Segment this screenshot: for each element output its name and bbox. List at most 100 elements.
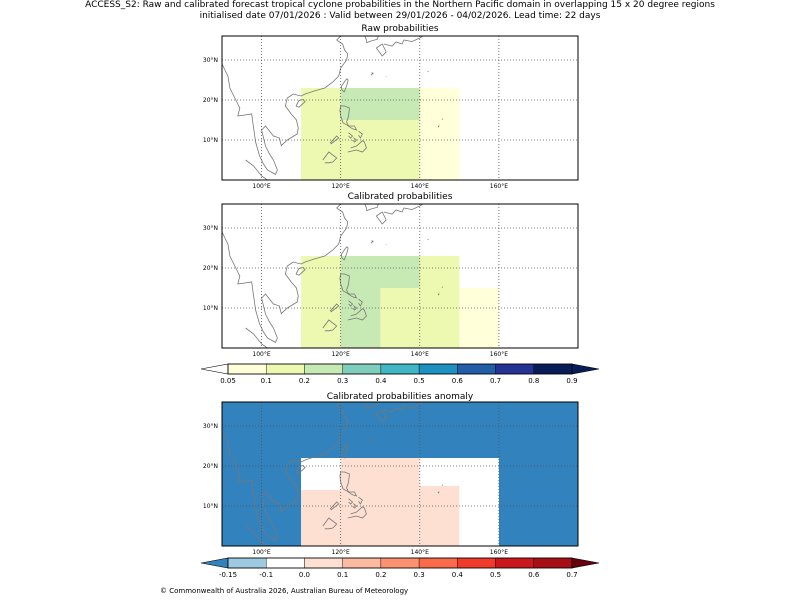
coastline [295, 99, 306, 108]
coastline [375, 211, 387, 225]
coastline [364, 204, 367, 211]
colorbar-tick-label: 0.5 [490, 571, 501, 579]
colorbar-tick-label: 0.4 [452, 571, 464, 579]
coastline [352, 305, 358, 311]
coastline [358, 496, 363, 505]
colorbar-segment [342, 557, 382, 569]
x-tick-label: 160°E [490, 351, 508, 358]
colorbar-frame [227, 363, 573, 375]
coastline [427, 436, 429, 439]
colorbar-tick-label: 0.7 [566, 571, 577, 579]
x-tick-label: 160°E [490, 549, 508, 556]
title-line-2: initialised date 07/01/2026 : Valid betw… [199, 11, 601, 21]
colorbar-segment [457, 363, 496, 375]
probability-cell [419, 486, 460, 546]
colorbar-tick-label: 0.6 [452, 377, 464, 385]
colorbar-tick-label: 0.8 [528, 377, 539, 385]
y-tick-label: 10°N [203, 137, 218, 144]
coastline [245, 327, 268, 348]
probability-cell [459, 486, 499, 546]
coastline [375, 43, 387, 57]
y-tick-label: 30°N [203, 57, 218, 64]
panel-title-anomaly: Calibrated probabilities anomaly [326, 392, 474, 402]
map-panel-1: 100°E 120°E 140°E 160°E 10°N 20°N 30°N [203, 203, 579, 358]
coastline [437, 293, 440, 296]
probability-cell [301, 458, 341, 490]
coastline [437, 125, 440, 128]
x-tick-label: 100°E [252, 549, 270, 556]
coastline [322, 319, 338, 332]
probability-cell [340, 256, 420, 288]
x-tick-label: 120°E [332, 549, 350, 556]
y-tick-label: 10°N [203, 305, 218, 312]
x-tick-label: 120°E [332, 183, 350, 190]
panel-content [222, 402, 578, 546]
x-tick-label: 140°E [411, 549, 429, 556]
figure-title: ACCESS_S2: Raw and calibrated forecast t… [0, 0, 800, 22]
panel-frame [221, 35, 579, 181]
colorbar-tick-label: 0.3 [414, 571, 425, 579]
coastline [222, 204, 349, 343]
coastline [366, 402, 379, 410]
coastline [339, 105, 358, 131]
y-tick-label: 20°N [203, 265, 218, 272]
coastline [364, 36, 367, 43]
colorbar-tick-label: 0.5 [414, 377, 425, 385]
coastline [339, 273, 358, 299]
coastline [348, 300, 354, 307]
colorbar-under-triangle [200, 363, 229, 375]
probability-cell [340, 88, 420, 120]
coastline [245, 525, 268, 546]
coastline [352, 503, 358, 509]
coastline [348, 132, 354, 139]
coastline [375, 409, 387, 423]
coastline [427, 238, 429, 241]
colorbar-anomaly: -0.15 -0.1 0.0 0.1 0.2 0.3 0.4 0.5 0.6 0.7 [200, 557, 600, 579]
coastline [222, 402, 349, 541]
x-tick-label: 160°E [490, 183, 508, 190]
coastline [295, 267, 306, 276]
colorbar-tick-label: 0.1 [261, 377, 272, 385]
coastline [245, 159, 268, 180]
coastline [441, 286, 443, 288]
x-tick-label: 120°E [332, 351, 350, 358]
colorbar-segment [304, 363, 343, 375]
title-line-1: ACCESS_S2: Raw and calibrated forecast t… [85, 0, 715, 10]
colorbar-under-triangle [200, 557, 229, 569]
y-tick-label: 30°N [203, 423, 218, 430]
y-tick-label: 10°N [203, 503, 218, 510]
colorbar-tick-label: -0.1 [259, 571, 273, 579]
x-tick-label: 100°E [252, 183, 270, 190]
coastline [370, 240, 374, 244]
probability-cell [340, 288, 381, 348]
colorbar-tick-label: 0.7 [490, 377, 501, 385]
colorbar-tick-label: 0.2 [375, 571, 386, 579]
colorbar-tick-label: 0.0 [299, 571, 310, 579]
colorbar-segment [457, 557, 496, 569]
colorbar-segment [380, 557, 420, 569]
coastline [339, 471, 358, 497]
coastline [341, 78, 349, 93]
coastline [358, 130, 363, 139]
colorbar-frame [227, 557, 573, 569]
coastline [222, 36, 349, 175]
panel-content [222, 36, 578, 180]
panel-title-raw: Raw probabilities [361, 24, 439, 34]
colorbar-probabilities: 0.05 0.1 0.2 0.3 0.4 0.5 0.6 0.7 0.8 0.9 [200, 363, 600, 385]
coastline [441, 118, 443, 120]
coastline [341, 246, 349, 261]
colorbar-segment [418, 557, 458, 569]
probability-cell [340, 490, 381, 546]
coastline [348, 498, 354, 505]
panel-frame [221, 203, 579, 349]
coastline [322, 517, 338, 530]
colorbar-over-triangle [571, 363, 600, 375]
colorbar-segment [266, 557, 305, 569]
colorbar-tick-label: 0.3 [337, 377, 348, 385]
coastline [383, 204, 424, 215]
coastline [347, 308, 367, 321]
colorbar-tick-label: 0.2 [299, 377, 310, 385]
colorbar-tick-label: 0.05 [220, 377, 236, 385]
panel-title-calibrated: Calibrated probabilities [347, 192, 453, 202]
